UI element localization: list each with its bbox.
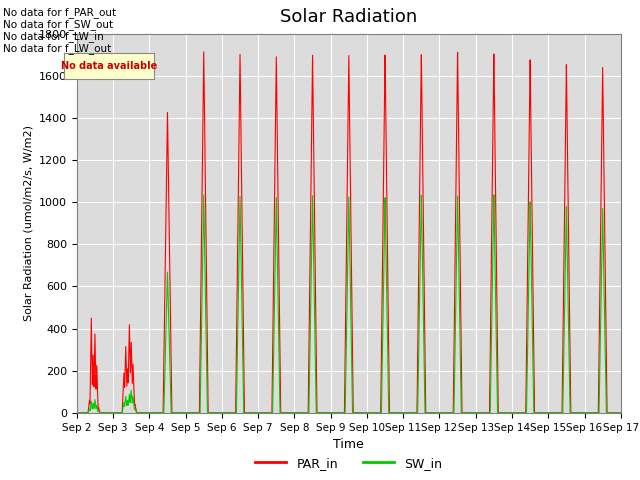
PAR_in — [276, 400, 284, 406]
SW_in — [490, 192, 498, 198]
SW_in — [501, 410, 509, 416]
SW_in — [276, 410, 284, 416]
Text: No data for f_PAR_out: No data for f_PAR_out — [3, 7, 116, 18]
PAR_in — [615, 410, 623, 416]
SW_in — [424, 410, 431, 416]
Title: Solar Radiation: Solar Radiation — [280, 9, 417, 26]
Text: No data for f_SW_out: No data for f_SW_out — [3, 19, 113, 30]
PAR_in — [189, 410, 197, 416]
X-axis label: Time: Time — [333, 438, 364, 451]
PAR_in — [617, 410, 625, 416]
PAR_in — [184, 410, 191, 416]
PAR_in — [501, 410, 509, 416]
SW_in — [189, 410, 197, 416]
Text: No data for f_LW_out: No data for f_LW_out — [3, 43, 111, 54]
SW_in — [615, 410, 623, 416]
Text: No data available: No data available — [61, 61, 157, 71]
PAR_in — [73, 410, 81, 416]
Legend: PAR_in, SW_in: PAR_in, SW_in — [250, 452, 447, 475]
PAR_in — [424, 410, 431, 416]
Line: SW_in: SW_in — [77, 195, 621, 413]
Text: No data for f_LW_in: No data for f_LW_in — [3, 31, 104, 42]
Line: PAR_in: PAR_in — [77, 52, 621, 413]
SW_in — [184, 410, 191, 416]
SW_in — [73, 410, 81, 416]
SW_in — [617, 410, 625, 416]
Y-axis label: Solar Radiation (umol/m2/s, W/m2): Solar Radiation (umol/m2/s, W/m2) — [24, 125, 33, 321]
PAR_in — [200, 49, 207, 55]
